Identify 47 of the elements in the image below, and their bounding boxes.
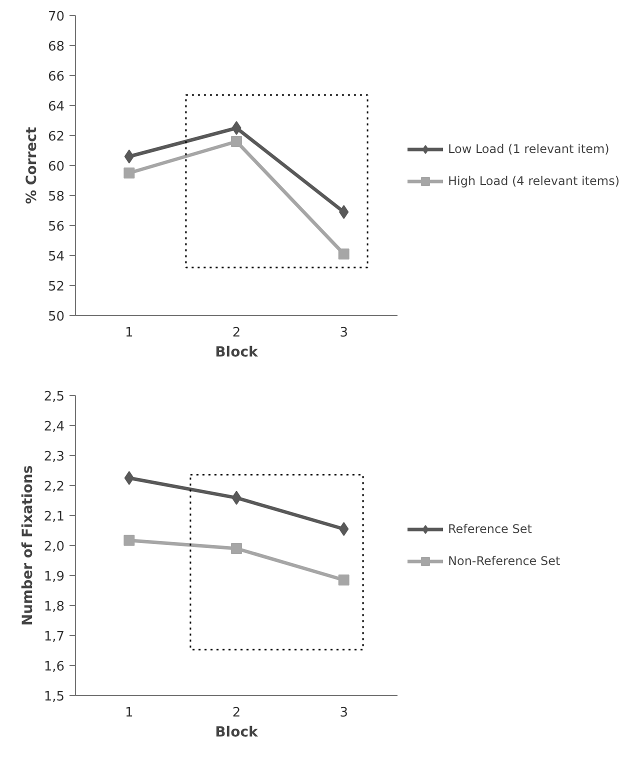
y-tick-label: 64 <box>48 100 65 114</box>
point <box>124 168 135 178</box>
point <box>124 471 134 485</box>
y-tick-label: 68 <box>48 40 65 54</box>
y-tick-label: 50 <box>48 310 65 324</box>
y-tick-label: 2,4 <box>44 420 65 434</box>
legend-label: Reference Set <box>448 522 532 536</box>
y-tick-label: 1,5 <box>44 690 65 704</box>
y-tick-label: 1,7 <box>44 630 65 644</box>
point <box>339 205 349 219</box>
y-tick-label: 2,5 <box>44 390 65 404</box>
point <box>338 574 350 586</box>
y-tick-label: 54 <box>48 250 65 264</box>
y-tick-label: 2,0 <box>44 540 65 554</box>
y-tick-label: 58 <box>48 190 65 204</box>
y-tick-label: 66 <box>48 70 65 84</box>
y-tick-label: 60 <box>48 160 65 174</box>
y-tick-label: 2,2 <box>44 480 65 494</box>
point <box>124 150 134 164</box>
point <box>124 534 135 546</box>
x-axis-title: Block <box>215 344 259 360</box>
y-tick-label: 1,8 <box>44 600 65 614</box>
x-axis-title: Block <box>215 724 259 740</box>
x-tick-label: 2 <box>232 326 241 340</box>
y-tick-label: 1,6 <box>44 660 65 674</box>
point <box>339 522 349 536</box>
x-tick-label: 3 <box>340 326 348 340</box>
x-tick-label: 3 <box>340 706 348 720</box>
legend-label: Non-Reference Set <box>448 554 560 568</box>
y-tick-label: 2,1 <box>44 510 65 524</box>
y-tick-label: 52 <box>48 280 65 294</box>
x-tick-label: 1 <box>125 706 134 720</box>
y-tick-label: 1,9 <box>44 570 65 584</box>
y-tick-label: 2,3 <box>44 450 65 464</box>
point <box>231 136 242 147</box>
x-tick-label: 1 <box>125 326 134 340</box>
point <box>231 543 242 554</box>
legend-label: High Load (4 relevant items) <box>448 174 620 188</box>
point <box>232 121 242 135</box>
y-axis-title: % Correct <box>24 126 40 204</box>
y-axis-title: Number of Fixations <box>20 465 36 626</box>
legend-label: Low Load (1 relevant item) <box>448 142 610 156</box>
point <box>338 248 350 260</box>
y-tick-label: 70 <box>48 10 65 24</box>
y-tick-label: 62 <box>48 130 65 144</box>
y-tick-label: 56 <box>48 220 65 234</box>
x-tick-label: 2 <box>232 706 241 720</box>
